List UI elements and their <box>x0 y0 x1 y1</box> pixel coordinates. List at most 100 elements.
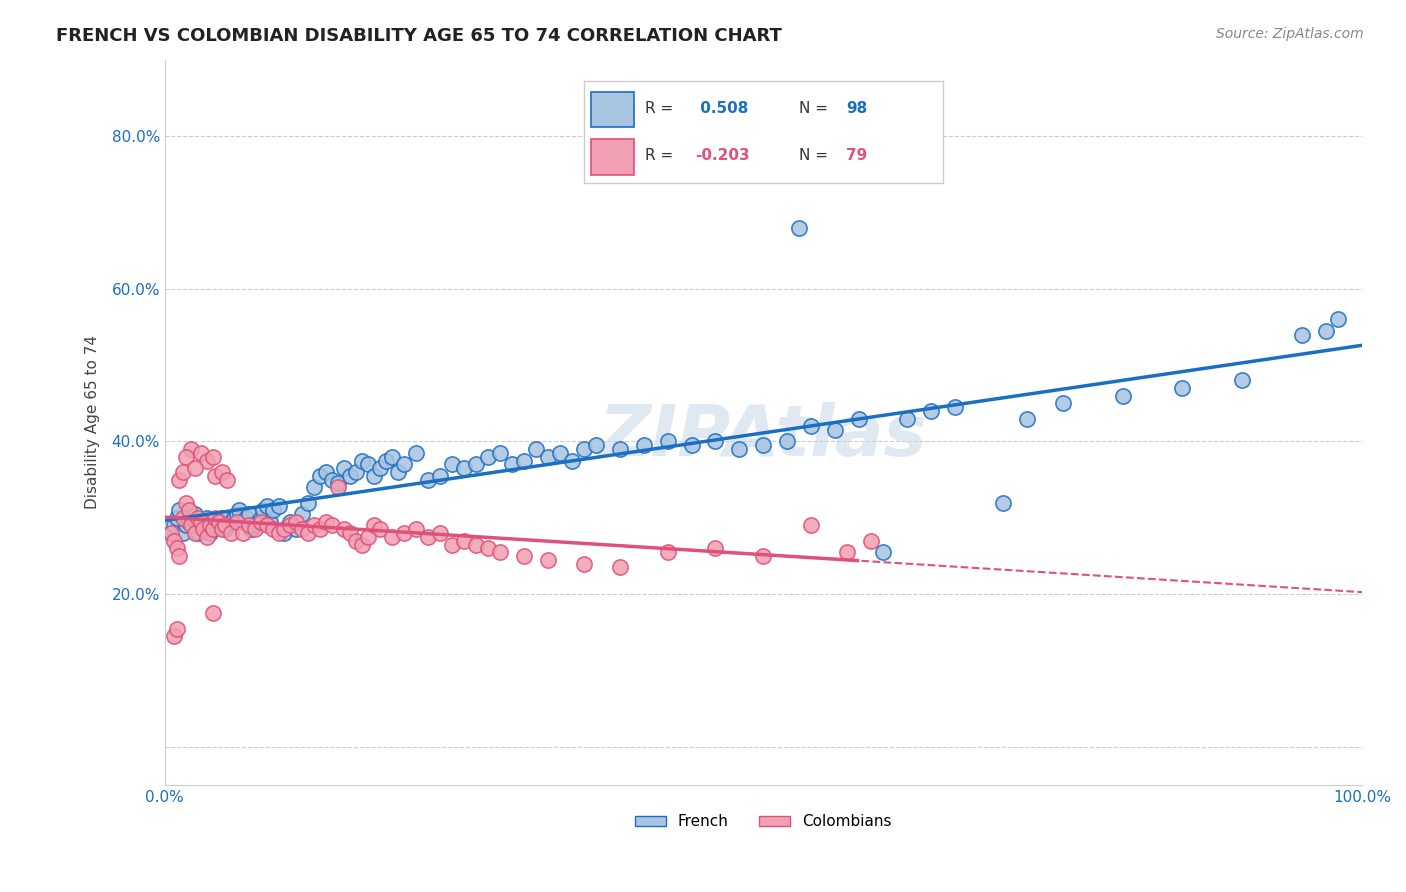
Point <box>183 461 205 475</box>
Point <box>344 465 367 479</box>
Point <box>167 503 190 517</box>
Point <box>304 480 326 494</box>
Point <box>249 510 271 524</box>
Point <box>837 545 859 559</box>
Point <box>896 411 918 425</box>
Point <box>418 473 440 487</box>
Point <box>190 446 212 460</box>
Point <box>201 607 224 621</box>
Point <box>211 510 233 524</box>
Point <box>333 461 356 475</box>
Point <box>1291 327 1313 342</box>
Point <box>235 510 257 524</box>
Point <box>280 518 302 533</box>
Point <box>172 510 194 524</box>
Point <box>537 553 560 567</box>
Point <box>943 400 966 414</box>
Point <box>1232 373 1254 387</box>
Point <box>190 515 212 529</box>
Point <box>214 522 236 536</box>
Point <box>297 526 319 541</box>
Point <box>163 533 186 548</box>
Point <box>225 515 247 529</box>
Point <box>247 515 270 529</box>
Point <box>800 518 823 533</box>
Point <box>267 500 290 514</box>
Y-axis label: Disability Age 65 to 74: Disability Age 65 to 74 <box>86 335 100 509</box>
Point <box>176 495 198 509</box>
Point <box>352 453 374 467</box>
Point <box>225 507 247 521</box>
Point <box>1052 396 1074 410</box>
Point <box>190 518 212 533</box>
Point <box>405 522 427 536</box>
Point <box>572 557 595 571</box>
Point <box>465 537 488 551</box>
Point <box>704 434 727 449</box>
Point <box>824 423 846 437</box>
Point <box>200 518 222 533</box>
Point <box>787 220 810 235</box>
Point <box>243 518 266 533</box>
Point <box>167 473 190 487</box>
Point <box>243 522 266 536</box>
Text: Source: ZipAtlas.com: Source: ZipAtlas.com <box>1216 27 1364 41</box>
Point <box>453 533 475 548</box>
Point <box>513 453 536 467</box>
Point <box>219 515 242 529</box>
Point <box>368 522 391 536</box>
Point <box>1015 411 1038 425</box>
Point <box>195 510 218 524</box>
Point <box>273 526 295 541</box>
Point <box>920 404 942 418</box>
Point <box>256 518 278 533</box>
Point <box>477 541 499 556</box>
Point <box>339 468 361 483</box>
Point <box>166 541 188 556</box>
Point <box>172 526 194 541</box>
Point <box>501 458 523 472</box>
Point <box>183 526 205 541</box>
Point <box>489 446 512 460</box>
Point <box>441 537 464 551</box>
Point <box>429 526 451 541</box>
Point <box>315 465 337 479</box>
Point <box>381 530 404 544</box>
Point <box>191 522 214 536</box>
Point <box>211 465 233 479</box>
Point <box>860 533 883 548</box>
Point <box>465 458 488 472</box>
Point <box>405 446 427 460</box>
Point <box>991 495 1014 509</box>
Point <box>357 530 380 544</box>
Point <box>548 446 571 460</box>
Point <box>1171 381 1194 395</box>
Point <box>204 518 226 533</box>
Text: ZIPAtlas: ZIPAtlas <box>599 402 928 471</box>
Point <box>200 526 222 541</box>
Point <box>304 518 326 533</box>
Point <box>339 526 361 541</box>
Point <box>159 526 181 541</box>
Point <box>195 530 218 544</box>
Point <box>249 515 271 529</box>
Point <box>381 450 404 464</box>
Point <box>224 510 246 524</box>
Point <box>297 495 319 509</box>
Text: FRENCH VS COLOMBIAN DISABILITY AGE 65 TO 74 CORRELATION CHART: FRENCH VS COLOMBIAN DISABILITY AGE 65 TO… <box>56 27 782 45</box>
Point <box>211 522 233 536</box>
Point <box>344 533 367 548</box>
Point <box>752 549 775 563</box>
Point <box>187 510 209 524</box>
Point <box>273 522 295 536</box>
Point <box>561 453 583 467</box>
Point <box>387 465 409 479</box>
Point <box>163 518 186 533</box>
Point <box>176 450 198 464</box>
Point <box>585 438 607 452</box>
Point <box>328 480 350 494</box>
Point <box>180 442 202 456</box>
Point <box>176 518 198 533</box>
Point <box>201 522 224 536</box>
Point <box>187 526 209 541</box>
